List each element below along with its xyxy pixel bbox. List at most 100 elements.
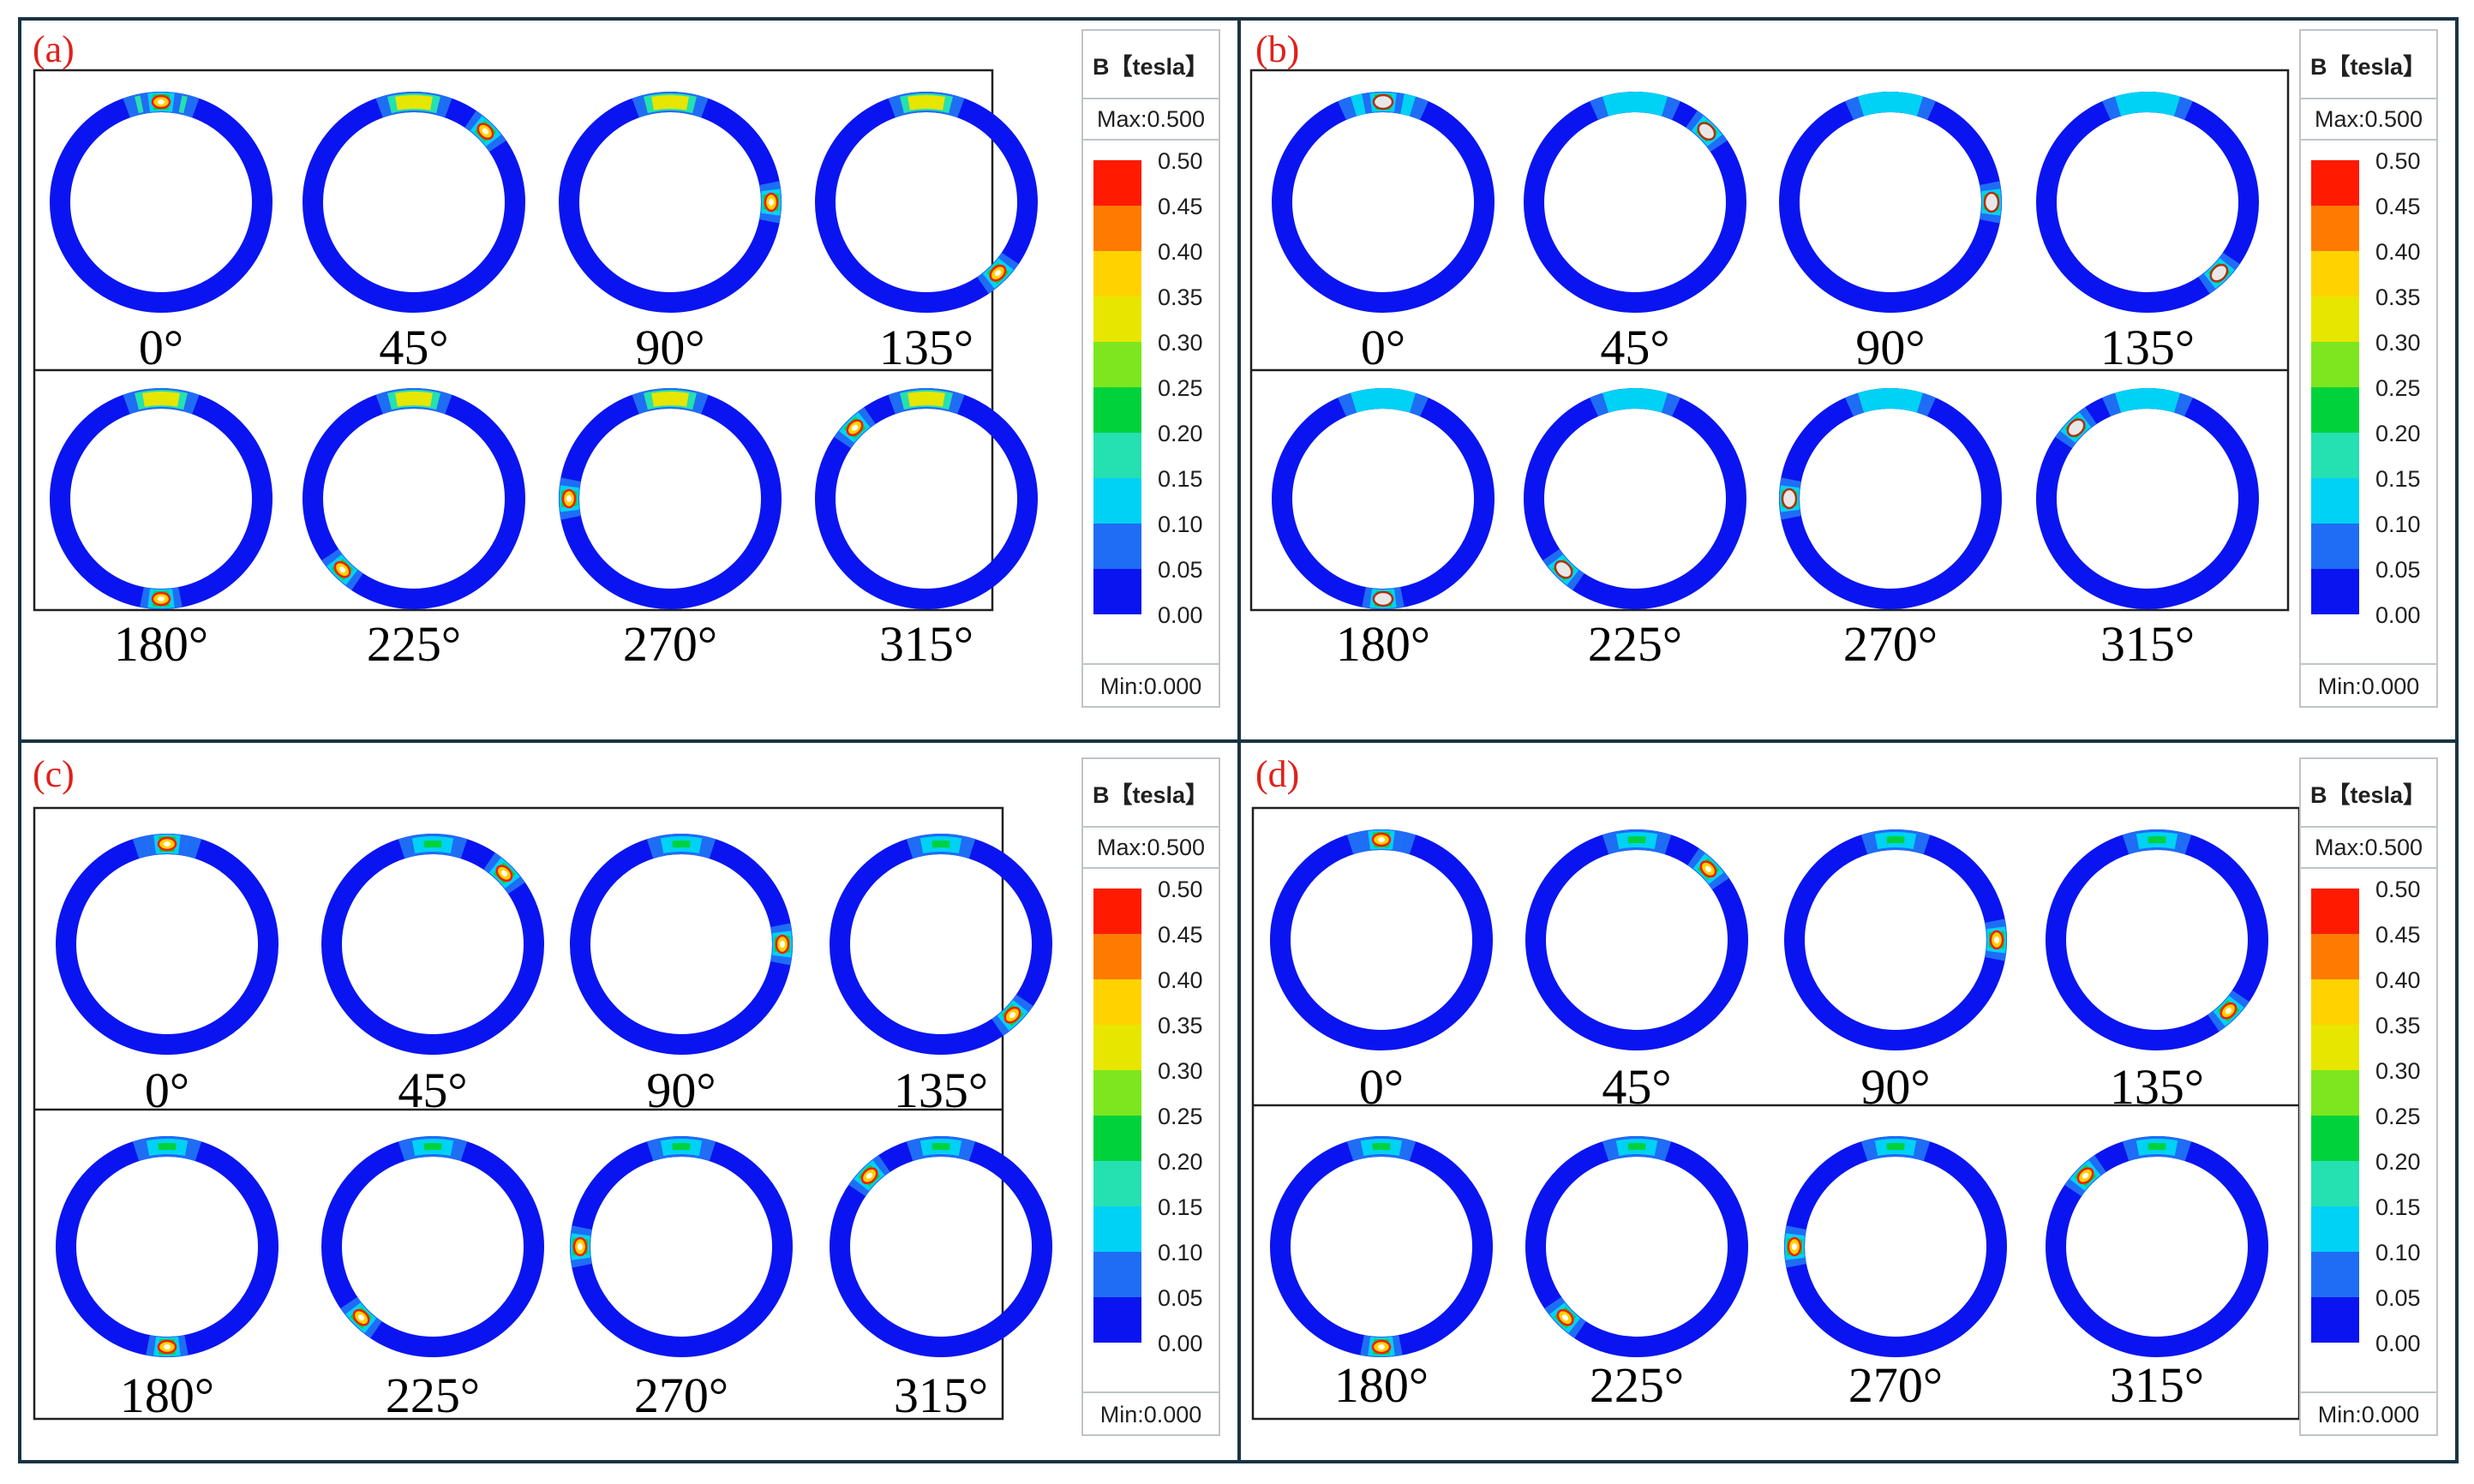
colorbar-swatch: [2311, 1116, 2359, 1161]
spot-center: [578, 1243, 583, 1250]
colorbar-tick-label: 0.15: [1158, 1194, 1203, 1220]
colorbar-tick-label: 0.10: [1158, 512, 1203, 537]
angle-label: 180°: [114, 616, 208, 672]
panel-label: (b): [1255, 28, 1299, 70]
legend-max: Max:0.500: [1097, 106, 1205, 132]
field-band-yellow: [653, 102, 688, 104]
angle-label: 225°: [1590, 1357, 1684, 1413]
panel-label: (a): [33, 28, 75, 70]
spot-center: [164, 841, 171, 847]
angle-label: 90°: [646, 1062, 716, 1118]
field-band-yellow: [653, 398, 688, 400]
angle-label: 180°: [120, 1367, 214, 1423]
field-band-cyan: [2118, 102, 2177, 106]
field-band-cyan: [1606, 398, 1665, 403]
colorbar-tick-label: 0.05: [1158, 1285, 1203, 1311]
spot-core: [1985, 193, 1998, 212]
colorbar-tick-label: 0.30: [1158, 330, 1203, 356]
colorbar-swatch: [1093, 569, 1141, 614]
colorbar-swatch: [2311, 296, 2359, 342]
spot-center: [566, 495, 572, 502]
colorbar-tick-label: 0.25: [1158, 375, 1203, 401]
colorbar-tick-label: 0.05: [2375, 1285, 2421, 1311]
spot-center: [158, 596, 165, 601]
colorbar-swatch: [1093, 1297, 1141, 1343]
angle-label: 90°: [1855, 320, 1925, 375]
field-overlay: [1342, 95, 1424, 111]
spot-center: [1378, 837, 1385, 842]
colorbar-swatch: [1093, 387, 1141, 433]
colorbar-tick-label: 0.25: [1158, 1104, 1203, 1129]
angle-label: 270°: [634, 1367, 728, 1423]
colorbar-swatch: [2311, 1070, 2359, 1116]
colorbar-swatch: [1093, 934, 1141, 979]
angle-label: 135°: [2110, 1059, 2204, 1115]
colorbar-tick-label: 0.05: [1158, 557, 1203, 583]
angle-label: 45°: [1600, 320, 1669, 375]
colorbar-swatch: [2311, 1297, 2359, 1343]
colorbar-swatch: [2311, 524, 2359, 569]
angle-label: 45°: [379, 320, 448, 375]
colorbar-swatch: [1093, 251, 1141, 296]
field-band-cyan: [1606, 102, 1665, 106]
legend-min: Min:0.000: [2318, 673, 2420, 699]
colorbar-tick-label: 0.20: [2375, 421, 2421, 446]
colorbar-swatch: [1093, 1206, 1141, 1252]
colorbar-swatch: [2311, 1161, 2359, 1206]
colorbar-tick-label: 0.35: [2375, 284, 2421, 310]
colorbar-swatch: [1093, 979, 1141, 1025]
colorbar-tick-label: 0.40: [1158, 239, 1203, 265]
colorbar-swatch: [1093, 524, 1141, 569]
spot-center: [769, 199, 774, 206]
legend-min: Min:0.000: [1100, 1402, 1202, 1427]
colorbar-tick-label: 0.25: [2375, 375, 2421, 401]
angle-label: 0°: [1361, 320, 1405, 375]
colorbar-swatch: [2311, 433, 2359, 478]
spot-center: [1994, 936, 1999, 943]
colorbar-tick-label: 0.00: [1158, 1331, 1203, 1356]
colorbar-swatch: [1093, 1252, 1141, 1297]
panel-label: (d): [1255, 753, 1299, 795]
colorbar-swatch: [1093, 1025, 1141, 1070]
colorbar-swatch: [2311, 342, 2359, 387]
colorbar-swatch: [2311, 979, 2359, 1025]
colorbar-tick-label: 0.40: [1158, 967, 1203, 993]
colorbar-tick-label: 0.15: [1158, 466, 1203, 492]
colorbar-tick-label: 0.45: [1158, 194, 1203, 219]
angle-label: 270°: [623, 616, 717, 672]
spot-center: [164, 1344, 171, 1349]
colorbar-tick-label: 0.25: [2375, 1104, 2421, 1129]
angle-label: 45°: [398, 1062, 467, 1118]
angle-label: 135°: [879, 320, 973, 375]
field-band-yellow: [909, 398, 944, 400]
colorbar-swatch: [2311, 478, 2359, 524]
colorbar-tick-label: 0.10: [2375, 512, 2421, 537]
colorbar-swatch: [2311, 251, 2359, 296]
colorbar-tick-label: 0.50: [1158, 148, 1203, 174]
colorbar-tick-label: 0.10: [1158, 1240, 1203, 1266]
legend-max: Max:0.500: [2315, 835, 2423, 860]
colorbar-swatch: [1093, 1161, 1141, 1206]
colorbar-tick-label: 0.40: [2375, 239, 2421, 265]
legend-max: Max:0.500: [2315, 106, 2423, 132]
angle-label: 0°: [1359, 1059, 1404, 1115]
colorbar-tick-label: 0.45: [1158, 922, 1203, 948]
colorbar-swatch: [1093, 206, 1141, 251]
colorbar-tick-label: 0.45: [2375, 922, 2421, 948]
angle-label: 135°: [2100, 320, 2195, 375]
spot-center: [158, 99, 165, 105]
colorbar-swatch: [2311, 160, 2359, 206]
field-overlay: [136, 838, 199, 850]
colorbar-tick-label: 0.40: [2375, 967, 2421, 993]
colorbar-tick-label: 0.20: [1158, 1149, 1203, 1175]
colorbar-tick-label: 0.50: [2375, 877, 2421, 902]
colorbar-swatch: [2311, 387, 2359, 433]
colorbar-tick-label: 0.30: [2375, 330, 2421, 356]
legend-title: B【tesla】: [2310, 782, 2426, 808]
angle-label: 225°: [1588, 616, 1682, 672]
field-band-yellow: [144, 398, 179, 400]
colorbar-legend: B【tesla】Max:0.5000.500.450.400.350.300.2…: [1082, 30, 1219, 707]
colorbar-swatch: [2311, 1025, 2359, 1070]
spot-core: [1374, 95, 1393, 109]
